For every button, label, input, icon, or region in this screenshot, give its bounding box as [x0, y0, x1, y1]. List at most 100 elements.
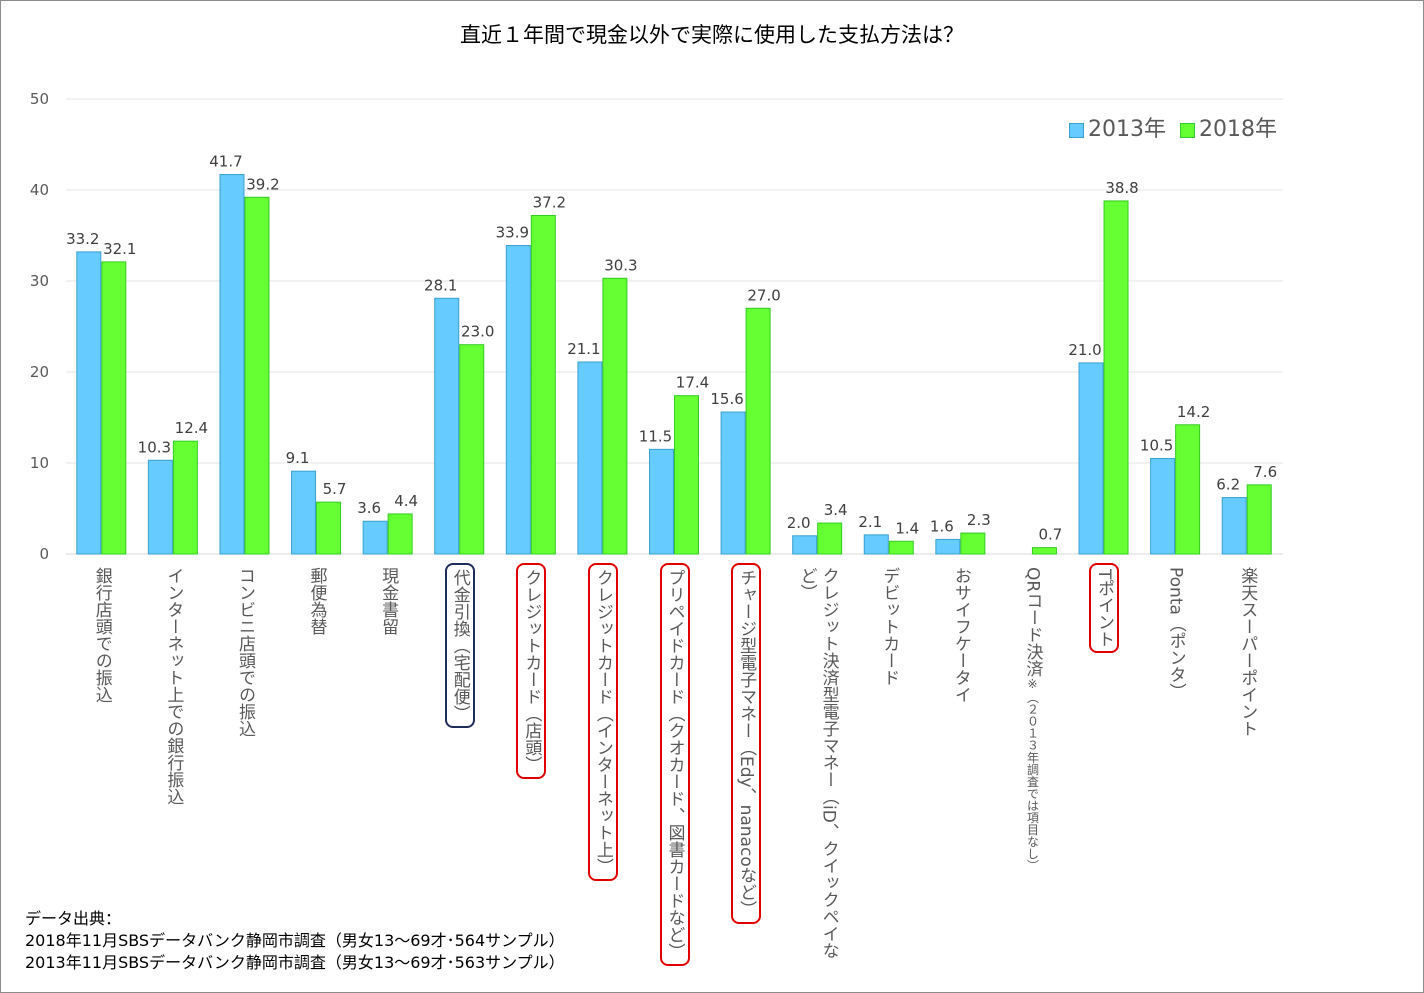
source-line: 2018年11月SBSデータバンク静岡市調査（男女13～69才･564サンプル）: [25, 931, 565, 950]
data-label: 30.3: [604, 256, 637, 274]
data-label: 38.8: [1105, 179, 1138, 197]
category-label: チャージ型電子マネー（Edy、nanacoなど）: [731, 563, 762, 924]
legend-item-2013: 2013年: [1069, 111, 1166, 143]
data-label: 28.1: [424, 276, 457, 294]
data-label: 37.2: [533, 193, 566, 211]
bar-2018年: [817, 522, 843, 555]
bar-2013年: [863, 534, 889, 555]
y-tick-label: 30: [30, 272, 49, 290]
bar-2013年: [362, 520, 388, 555]
category-text: QRコード決済: [1022, 567, 1043, 678]
bar-2018年: [888, 540, 914, 555]
category-label: 代金引換（宅配便）: [444, 563, 475, 728]
legend-item-2018: 2018年: [1180, 111, 1277, 143]
category-label: QRコード決済※（２０１３年調査では項目なし）: [1019, 563, 1045, 875]
bar-2018年: [602, 277, 628, 555]
bar-2018年: [316, 501, 342, 555]
legend-swatch: [1069, 122, 1084, 138]
bar-2013年: [505, 245, 531, 555]
category-label: 現金書留: [375, 563, 401, 639]
category-text: インターネット上での銀行振込: [163, 567, 184, 805]
category-text: 現金書留: [378, 567, 399, 635]
bar-2013年: [434, 297, 460, 555]
y-tick-label: 40: [30, 181, 49, 199]
source-heading: データ出典：: [25, 909, 122, 928]
bar-2018年: [530, 214, 556, 555]
data-label: 2.1: [858, 513, 882, 531]
data-label: 17.4: [676, 374, 709, 392]
data-label: 27.0: [747, 286, 780, 304]
bar-2018年: [387, 513, 413, 555]
data-label: 4.4: [394, 492, 418, 510]
bar-2013年: [935, 538, 961, 555]
data-label: 9.1: [286, 449, 310, 467]
bar-2018年: [745, 307, 771, 555]
category-label: インターネット上での銀行振込: [160, 563, 186, 809]
data-label: 15.6: [710, 390, 743, 408]
category-label: デビットカード: [876, 563, 902, 690]
y-tick-label: 50: [30, 90, 49, 108]
bar-2013年: [147, 459, 173, 555]
legend-swatch: [1180, 122, 1195, 138]
category-label: Ponta（ポンタ）: [1163, 563, 1189, 704]
bar-2018年: [1175, 424, 1201, 555]
bar-2013年: [1078, 362, 1104, 555]
bar-2018年: [172, 440, 198, 555]
bar-2018年: [101, 261, 127, 555]
category-text: クレジットカード（店頭）: [521, 569, 542, 773]
bar-2013年: [1221, 497, 1247, 555]
category-label: おサイフケータイ: [948, 563, 974, 707]
data-label: 39.2: [246, 175, 279, 193]
data-label: 2.0: [787, 514, 811, 532]
category-text: 銀行店頭での振込: [91, 567, 112, 703]
category-text: おサイフケータイ: [950, 567, 971, 703]
category-label: クレジット決済型電子マネー（iD、クイックペイなど）: [794, 563, 842, 971]
category-label: クレジットカード（店頭）: [516, 563, 547, 779]
bar-2018年: [674, 395, 699, 555]
category-label: コンビニ店頭での振込: [232, 563, 258, 741]
category-text: コンビニ店頭での振込: [234, 567, 255, 737]
bar-2013年: [792, 535, 818, 555]
bar-2018年: [459, 344, 485, 555]
category-text: 楽天スーパーポイント: [1237, 567, 1258, 737]
bar-2013年: [649, 448, 674, 555]
data-label: 12.4: [175, 419, 208, 437]
bar-2018年: [1103, 200, 1129, 555]
category-text: Ponta（ポンタ）: [1165, 567, 1186, 700]
legend-label: 2013年: [1088, 117, 1166, 142]
data-source: データ出典： 2018年11月SBSデータバンク静岡市調査（男女13～69才･5…: [25, 908, 565, 974]
bar-2018年: [244, 196, 270, 555]
data-label: 2.3: [967, 511, 991, 529]
bar-2013年: [577, 361, 603, 555]
data-label: 11.5: [639, 427, 672, 445]
source-line: 2013年11月SBSデータバンク静岡市調査（男女13～69才･563サンプル）: [25, 953, 565, 972]
data-label: 1.4: [895, 519, 919, 537]
category-text: 郵便為替: [306, 567, 327, 635]
data-label: 7.6: [1253, 463, 1277, 481]
category-text: プリペイドカード（クオカード、図書カードなど）: [664, 569, 685, 960]
data-label: 33.2: [66, 230, 99, 248]
category-label: 郵便為替: [304, 563, 330, 639]
legend: 2013年 2018年: [1069, 111, 1277, 143]
data-label: 21.1: [567, 340, 600, 358]
category-text: Tポイント: [1094, 569, 1115, 648]
data-label: 10.5: [1140, 436, 1173, 454]
data-label: 14.2: [1177, 403, 1210, 421]
data-label: 10.3: [138, 438, 171, 456]
category-label: 銀行店頭での振込: [89, 563, 115, 707]
bar-2013年: [720, 411, 746, 555]
data-label: 21.0: [1068, 341, 1101, 359]
data-label: 5.7: [323, 480, 347, 498]
data-label: 41.7: [209, 153, 242, 171]
category-label: プリペイドカード（クオカード、図書カードなど）: [659, 563, 690, 966]
chart-title: 直近１年間で現金以外で実際に使用した支払方法は？: [460, 23, 964, 47]
category-text: チャージ型電子マネー（Edy、nanacoなど）: [736, 569, 757, 918]
data-label: 0.7: [1039, 526, 1063, 544]
y-tick-label: 10: [30, 454, 49, 472]
data-label: 6.2: [1216, 476, 1240, 494]
bar-2018年: [1246, 484, 1272, 555]
data-label: 3.4: [824, 501, 848, 519]
bar-2013年: [219, 174, 245, 555]
category-label: 楽天スーパーポイント: [1234, 563, 1260, 741]
category-text: クレジット決済型電子マネー（iD、クイックペイなど）: [796, 567, 839, 959]
